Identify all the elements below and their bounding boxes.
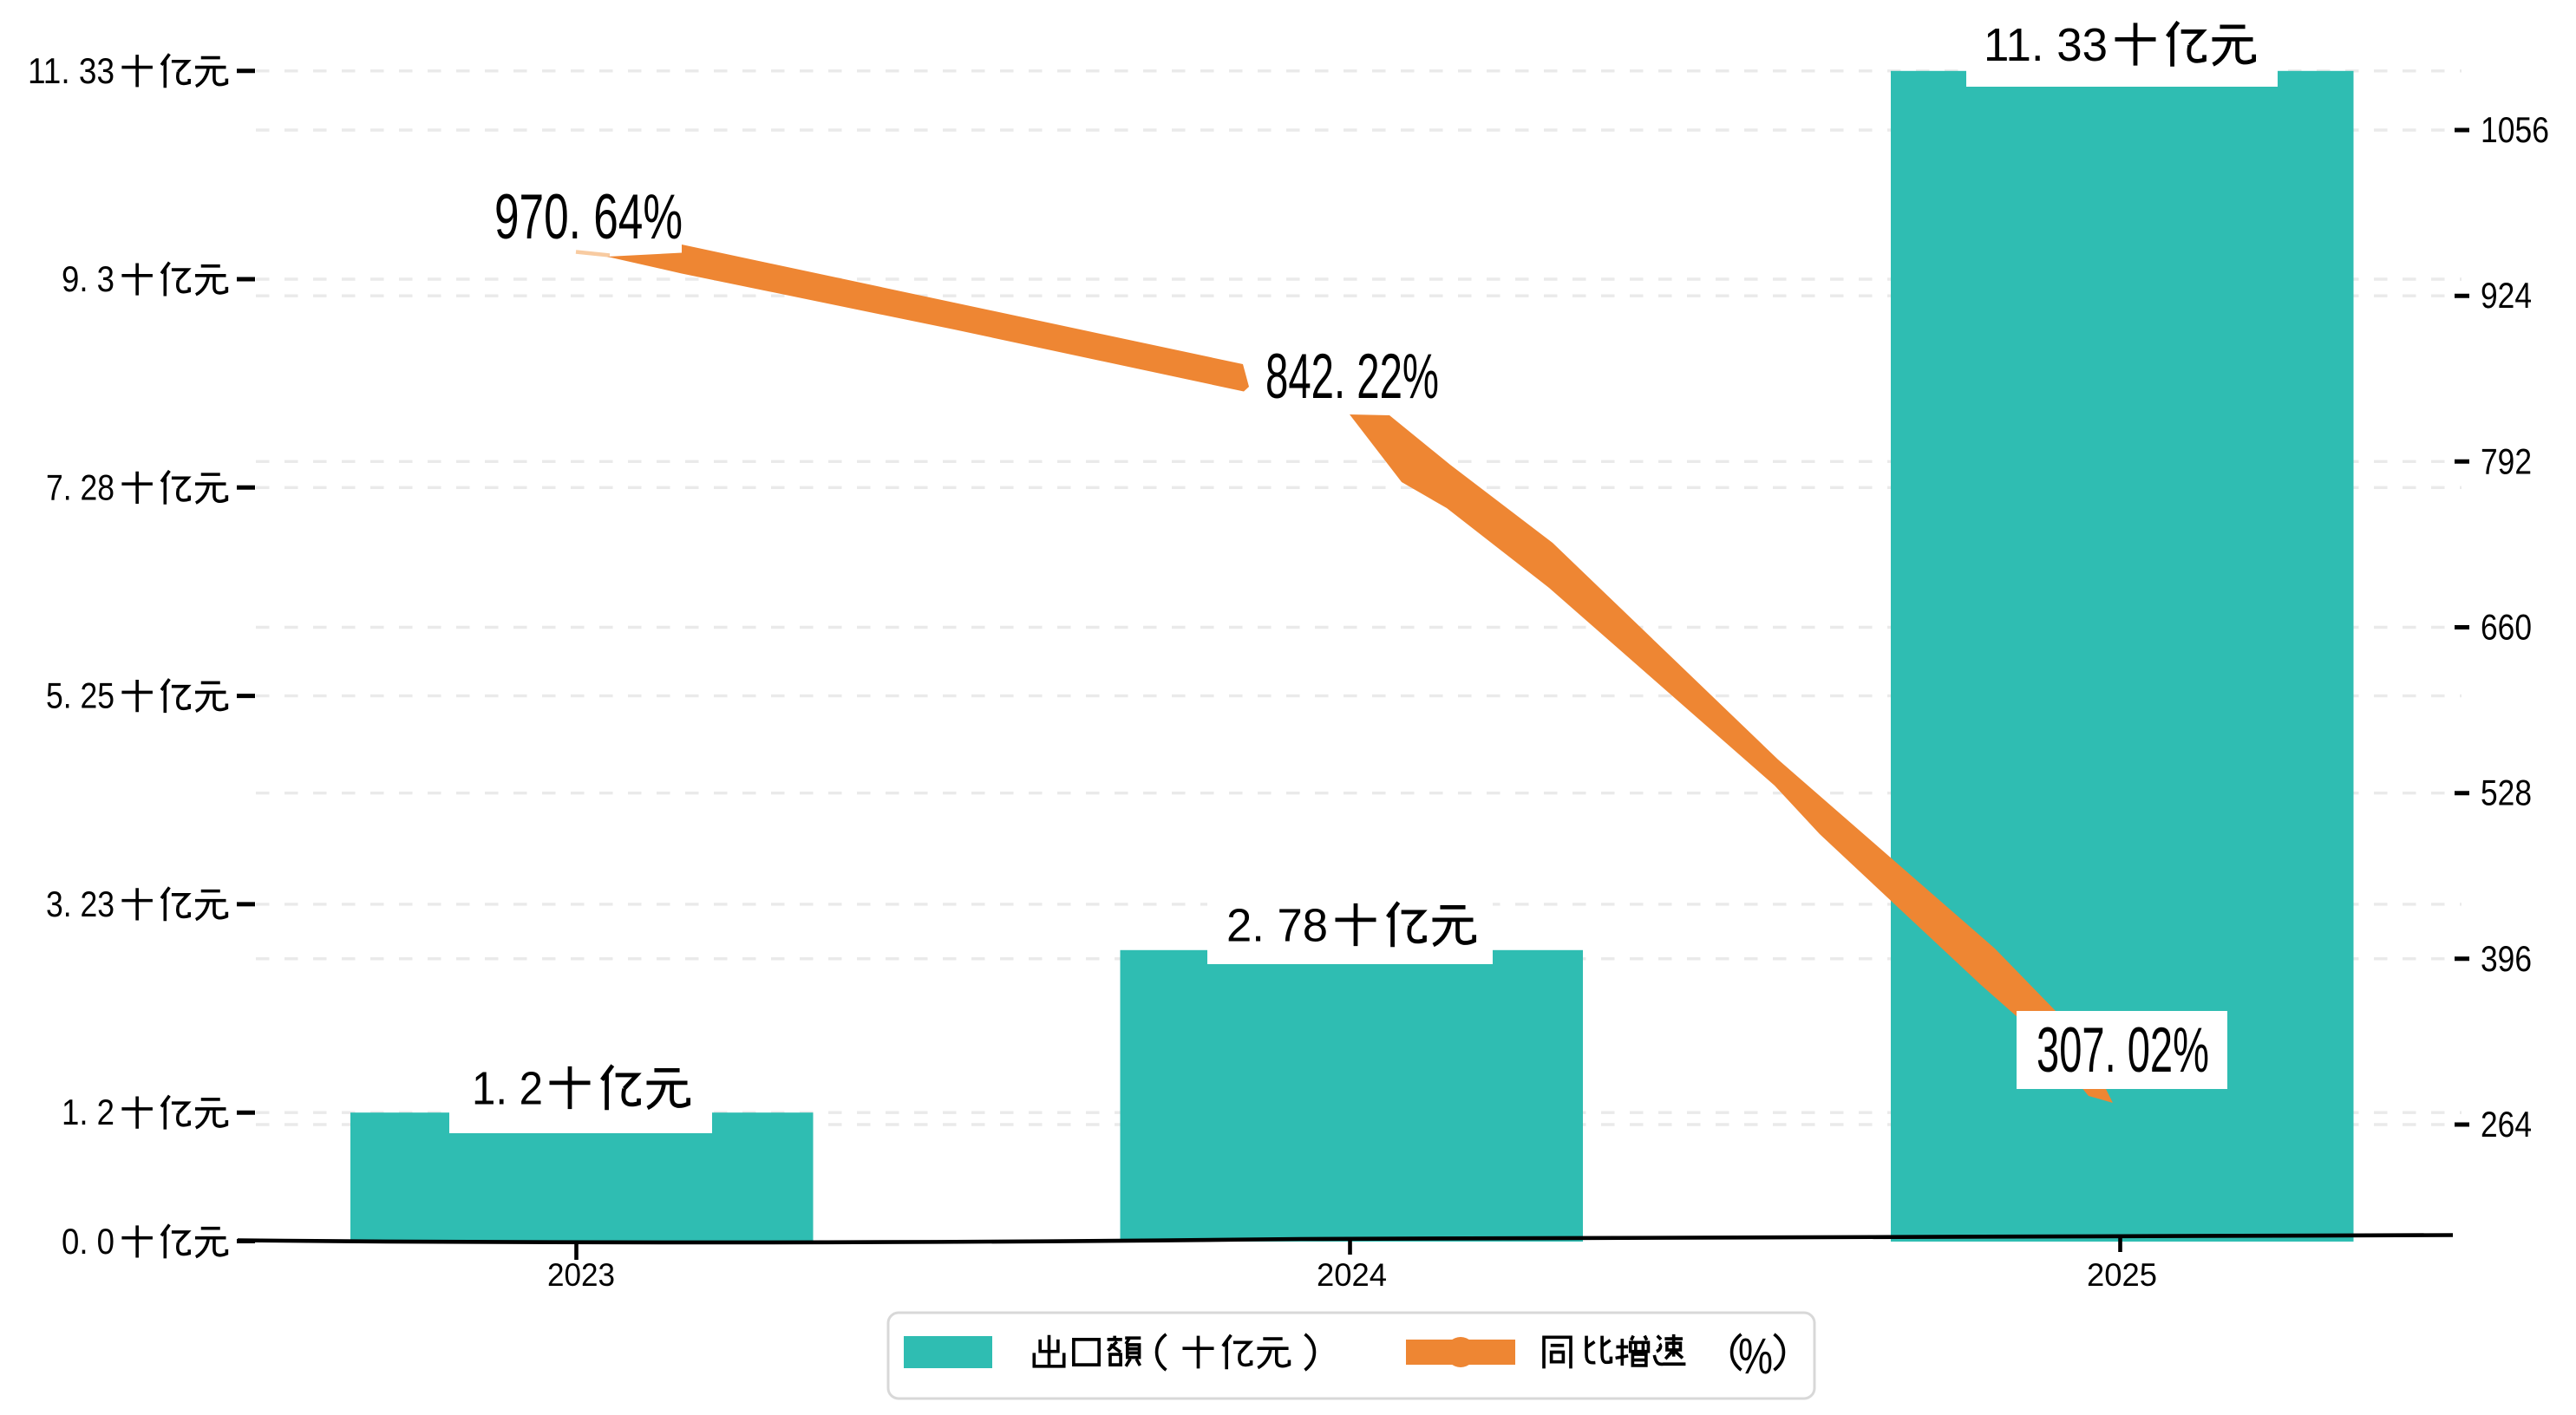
svg-text:7. 28: 7. 28 (46, 466, 114, 507)
svg-text:307. 02%: 307. 02% (2037, 1015, 2209, 1086)
svg-text:%: % (1738, 1328, 1773, 1385)
svg-text:528: 528 (2481, 773, 2532, 813)
svg-text:1. 2: 1. 2 (472, 1063, 543, 1115)
svg-text:5. 25: 5. 25 (46, 675, 114, 716)
svg-text:2023: 2023 (547, 1257, 615, 1293)
svg-text:1. 2: 1. 2 (62, 1092, 114, 1132)
svg-text:842. 22%: 842. 22% (1265, 342, 1439, 412)
svg-text:924: 924 (2481, 275, 2532, 316)
svg-text:264: 264 (2481, 1104, 2532, 1144)
svg-text:792: 792 (2481, 440, 2532, 481)
svg-text:2024: 2024 (1317, 1257, 1387, 1293)
svg-text:3. 23: 3. 23 (46, 884, 114, 924)
svg-text:0. 0: 0. 0 (62, 1221, 114, 1262)
svg-text:660: 660 (2481, 607, 2532, 648)
svg-text:970. 64%: 970. 64% (494, 182, 683, 252)
svg-text:11. 33: 11. 33 (28, 50, 114, 91)
svg-text:2025: 2025 (2087, 1257, 2157, 1293)
svg-text:11. 33: 11. 33 (1984, 19, 2108, 71)
svg-text:396: 396 (2481, 938, 2532, 979)
svg-text:1056: 1056 (2481, 109, 2549, 150)
svg-text:2. 78: 2. 78 (1226, 900, 1328, 952)
svg-text:9. 3: 9. 3 (62, 258, 114, 299)
